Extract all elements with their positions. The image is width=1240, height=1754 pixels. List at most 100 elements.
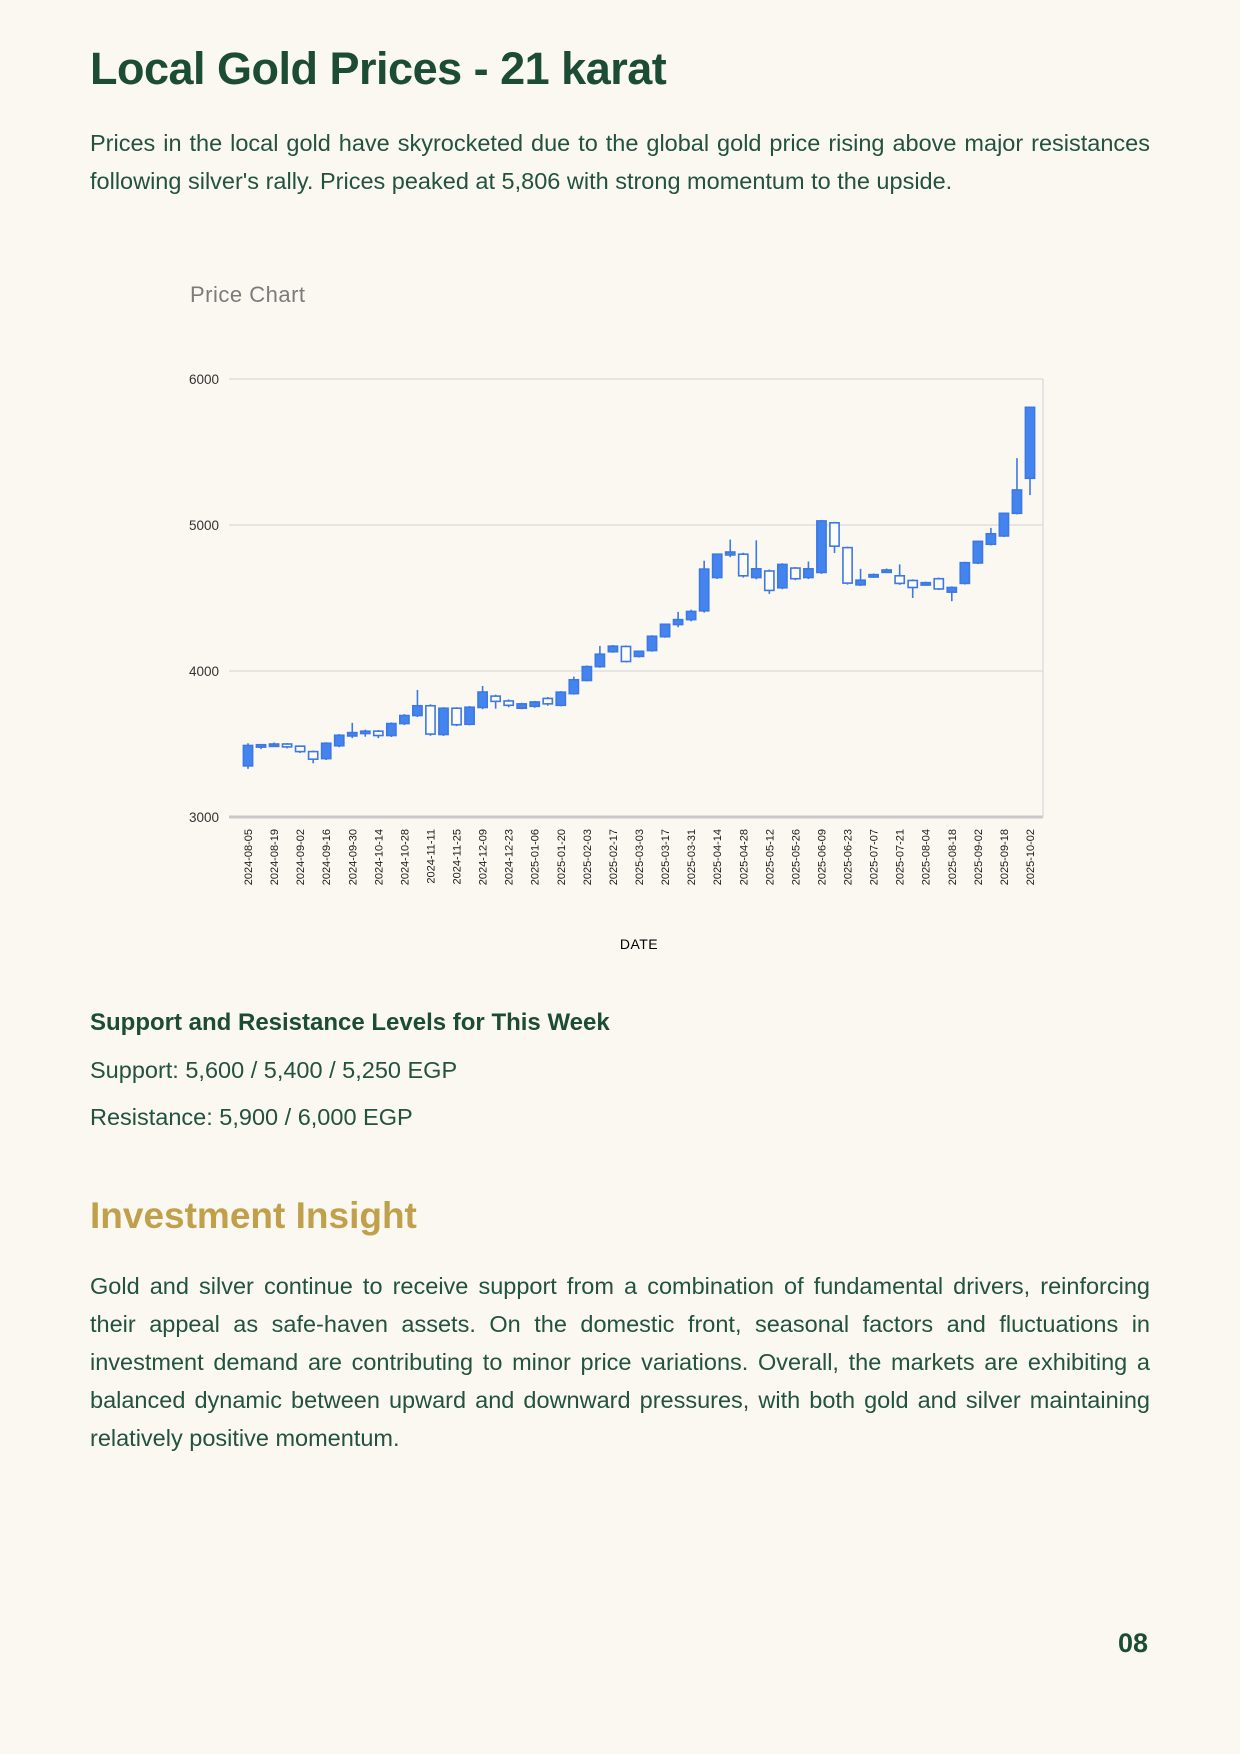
- y-tick-label: 3000: [189, 810, 219, 825]
- candle-body-up: [385, 722, 397, 736]
- candle-body-up: [633, 649, 645, 657]
- x-tick-label: 2024-11-11: [425, 829, 437, 884]
- candle-body-up: [646, 634, 658, 651]
- x-tick-label: 2024-12-09: [478, 829, 490, 885]
- candle-body-up: [555, 690, 567, 706]
- candle-body-down: [737, 552, 749, 577]
- x-tick-label: 2024-10-14: [373, 829, 385, 885]
- candle-body-down: [490, 694, 502, 702]
- candle-body-up: [581, 665, 593, 681]
- page-number: 08: [1117, 1628, 1148, 1658]
- x-tick-label: 2024-08-05: [243, 829, 255, 885]
- candle-body-down: [933, 577, 945, 590]
- x-tick-label: 2025-03-31: [686, 829, 698, 885]
- candle-body-up: [1024, 406, 1036, 479]
- candle-body-up: [698, 567, 710, 612]
- candle-body-up: [946, 586, 958, 593]
- support-resistance-heading: Support and Resistance Levels for This W…: [90, 1008, 610, 1036]
- candle-body-up: [333, 733, 345, 747]
- candle-body-up: [607, 644, 619, 653]
- candle-body-up: [464, 705, 475, 725]
- candle-body-up: [320, 741, 332, 759]
- support-levels: Support: 5,600 / 5,400 / 5,250 EGP: [90, 1056, 458, 1083]
- candle-body-up: [959, 561, 971, 584]
- candlestick-chart: 3000 4000 5000 6000 2024-08-05 2024-08-19 2024…: [189, 372, 1044, 952]
- candle-body-up: [659, 622, 671, 637]
- x-tick-label: 2025-10-02: [1025, 829, 1037, 885]
- candle-body-up: [685, 610, 697, 620]
- investment-insight-heading: Investment Insight: [90, 1194, 417, 1236]
- candle-body-down: [842, 546, 853, 584]
- x-tick-label: 2024-08-19: [269, 829, 281, 885]
- candle-body-up: [750, 567, 762, 578]
- candle-body-up: [816, 519, 827, 573]
- candle-body-up: [1011, 488, 1023, 514]
- candle-body-down: [907, 579, 919, 588]
- x-tick-label: 2024-09-02: [295, 829, 307, 885]
- candle-body-up: [255, 743, 267, 748]
- candle-body-up: [438, 706, 449, 735]
- x-tick-label: 2025-01-20: [556, 829, 568, 885]
- x-tick-label: 2025-06-09: [816, 829, 828, 885]
- candle-body-up: [242, 744, 254, 767]
- candle-body-down: [894, 574, 906, 584]
- candle-body-up: [359, 729, 371, 734]
- x-tick-label: 2024-12-23: [504, 829, 516, 885]
- candle-body-up: [346, 731, 358, 737]
- candle-body-up: [920, 581, 932, 586]
- candle-body-up: [985, 532, 997, 545]
- candle-body-up: [594, 652, 606, 667]
- candle-body-up: [868, 573, 879, 578]
- x-tick-label: 2025-05-26: [790, 829, 802, 885]
- candle-body-up: [855, 578, 866, 586]
- x-tick-label: 2025-03-17: [660, 829, 672, 885]
- candle-body-down: [829, 521, 840, 547]
- x-axis-title: DATE: [620, 936, 658, 952]
- page-title: Local Gold Prices - 21 karat: [90, 43, 667, 94]
- x-tick-label: 2024-09-16: [321, 829, 333, 885]
- y-tick-label: 6000: [189, 372, 219, 387]
- candle-body-up: [972, 540, 984, 564]
- x-tick-label: 2025-04-28: [738, 829, 750, 885]
- candle-body-up: [477, 690, 488, 708]
- candle-body-up: [568, 678, 580, 694]
- x-tick-label: 2025-07-07: [869, 829, 881, 885]
- support-resistance-section: Support and Resistance Levels for This W…: [90, 1009, 1150, 1131]
- candle-body-up: [711, 552, 723, 578]
- candle-body-up: [516, 702, 528, 709]
- x-tick-label: 2025-01-06: [530, 829, 542, 885]
- candle-body-up: [803, 567, 814, 578]
- investment-insight-section: Investment Insight Gold and silver conti…: [90, 1195, 1150, 1457]
- candle-body-down: [425, 704, 436, 735]
- candle-body-up: [998, 512, 1010, 537]
- candle-body-down: [307, 750, 319, 760]
- x-tick-label: 2025-08-18: [947, 829, 959, 885]
- investment-insight-paragraph: Gold and silver continue to receive supp…: [90, 1272, 1150, 1451]
- chart-title: Price Chart: [190, 281, 306, 307]
- x-tick-label: 2025-08-04: [921, 829, 933, 885]
- candle-body-down: [451, 706, 462, 726]
- candle-body-down: [763, 569, 775, 591]
- candle-body-down: [542, 697, 554, 705]
- x-tick-label: 2025-07-21: [895, 829, 907, 885]
- price-chart-block: Price Chart 3000 4000 5000 6000 2024-08-05 20…: [150, 282, 1065, 979]
- candle-body-up: [776, 563, 788, 589]
- x-tick-label: 2024-11-25: [452, 829, 464, 884]
- x-tick-label: 2025-04-14: [712, 829, 724, 885]
- y-tick-label: 5000: [189, 518, 219, 533]
- candle-body-up: [399, 714, 410, 724]
- candle-body-down: [294, 744, 306, 752]
- x-tick-label: 2025-03-03: [634, 829, 646, 885]
- candle-body-up: [881, 568, 893, 573]
- candle-body-up: [672, 618, 684, 625]
- candle-body-down: [620, 645, 632, 662]
- candle-body-up: [724, 550, 736, 556]
- x-tick-label: 2025-05-12: [764, 829, 776, 885]
- candle-body-up: [412, 704, 423, 716]
- x-tick-label: 2025-02-17: [608, 829, 620, 885]
- candle-body-down: [789, 566, 801, 580]
- x-tick-label: 2025-02-03: [582, 829, 594, 885]
- candle-body-down: [281, 742, 293, 748]
- candle-body-down: [372, 729, 384, 736]
